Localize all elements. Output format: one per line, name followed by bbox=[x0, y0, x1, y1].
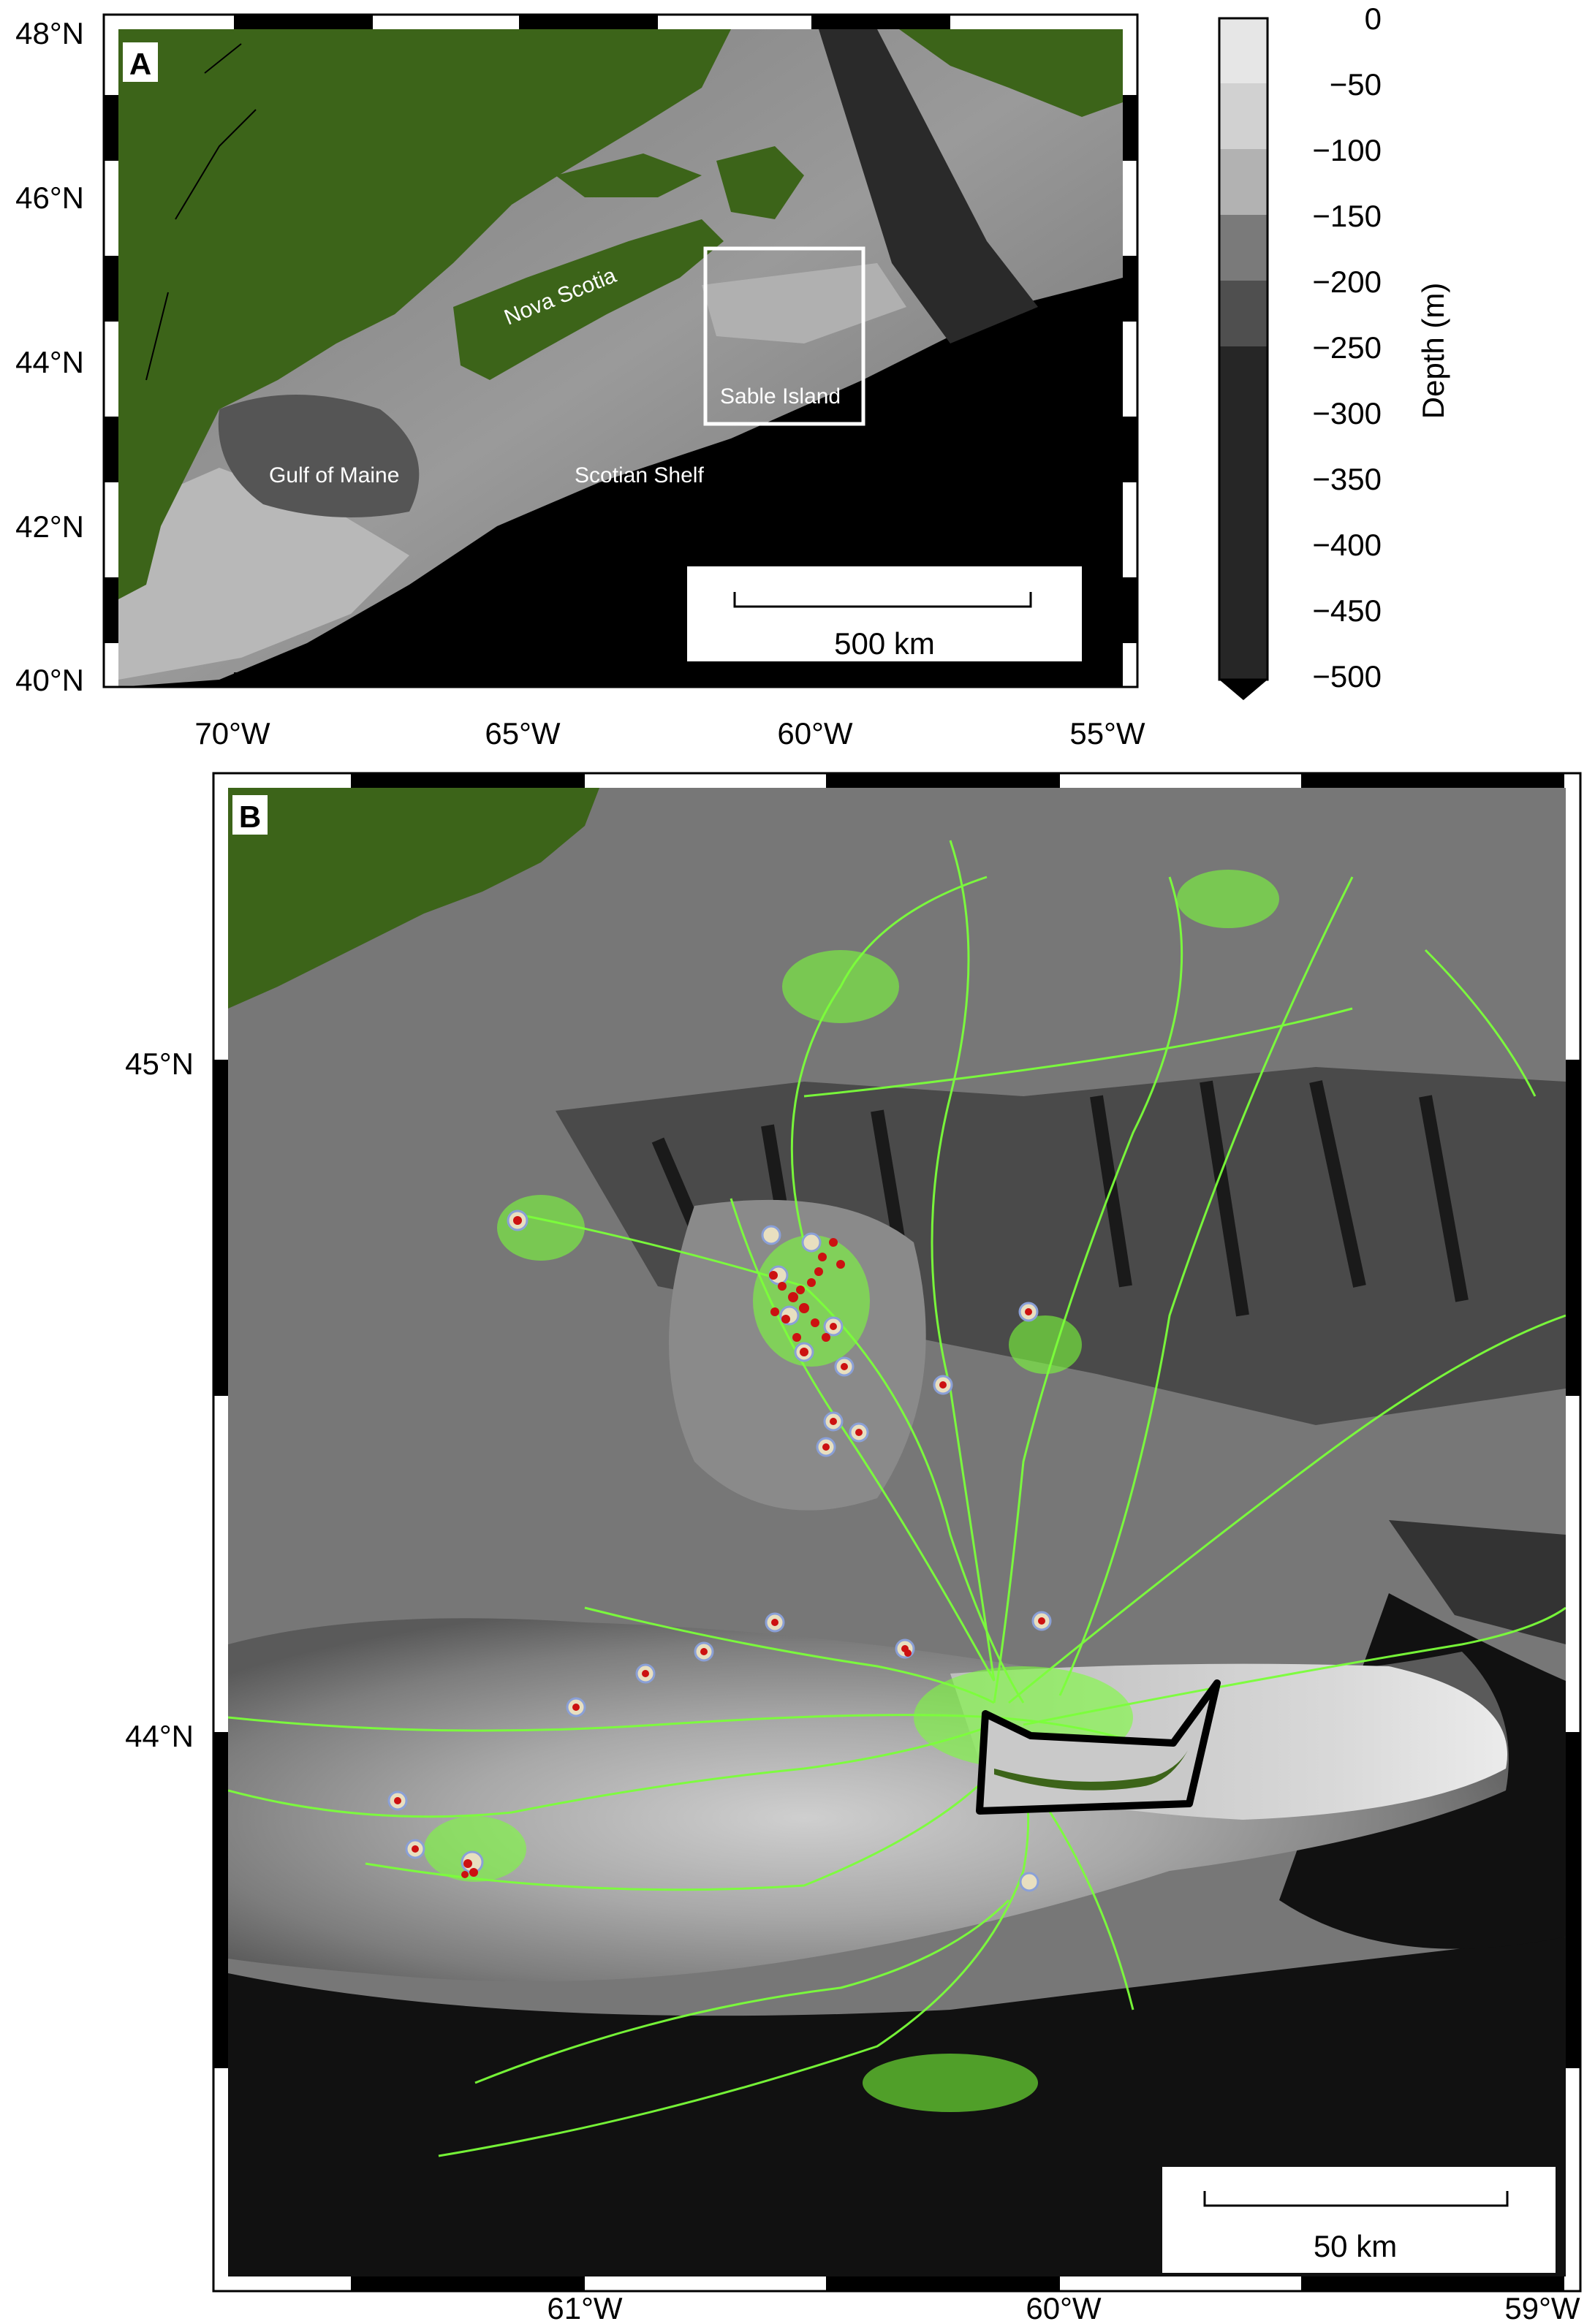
colorbar-tick-0: 0 bbox=[1365, 1, 1382, 36]
colorbar-tick-100: −100 bbox=[1312, 133, 1382, 167]
lon-label-61w: 61°W bbox=[547, 2291, 623, 2324]
lat-label-46n: 46°N bbox=[15, 181, 84, 215]
location-markers bbox=[387, 1210, 1052, 1892]
colorbar-tick-400: −400 bbox=[1312, 528, 1382, 562]
colorbar-title: Depth (m) bbox=[1416, 283, 1450, 419]
lat-label-48n: 48°N bbox=[15, 16, 84, 50]
panel-a-letter: A bbox=[129, 47, 151, 81]
lon-label-70w: 70°W bbox=[194, 716, 270, 751]
scale-bar-a-label: 500 km bbox=[834, 626, 935, 661]
lat-label-44n-b: 44°N bbox=[125, 1719, 194, 1753]
panel-b-letter-box bbox=[232, 795, 268, 835]
lat-label-40n: 40°N bbox=[15, 663, 84, 697]
lon-label-55w: 55°W bbox=[1069, 716, 1145, 751]
scale-bar-b-label: 50 km bbox=[1314, 2229, 1397, 2263]
lon-label-65w: 65°W bbox=[485, 716, 561, 751]
lon-label-60w: 60°W bbox=[777, 716, 853, 751]
lat-label-44n: 44°N bbox=[15, 345, 84, 379]
panel-a-map bbox=[102, 13, 1139, 688]
colorbar-tick-350: −350 bbox=[1312, 462, 1382, 496]
lat-label-42n: 42°N bbox=[15, 509, 84, 544]
colorbar-tick-50: −50 bbox=[1330, 67, 1382, 102]
colorbar-tick-500: −500 bbox=[1312, 659, 1382, 694]
panel-b-map bbox=[212, 772, 1582, 2293]
depth-colorbar bbox=[1218, 17, 1269, 700]
colorbar-tick-300: −300 bbox=[1312, 396, 1382, 430]
label-sable-island: Sable Island bbox=[720, 384, 841, 409]
colorbar-tick-200: −200 bbox=[1312, 265, 1382, 299]
lat-label-45n: 45°N bbox=[125, 1047, 194, 1081]
colorbar-ticks: 0 −50 −100 −150 −200 −250 −300 −350 −400… bbox=[1312, 1, 1382, 694]
panel-a-letter-box bbox=[123, 42, 158, 82]
colorbar-tick-150: −150 bbox=[1312, 199, 1382, 233]
lon-label-59w: 59°W bbox=[1504, 2291, 1580, 2324]
lon-label-60w-b: 60°W bbox=[1026, 2291, 1102, 2324]
label-gulf-of-maine: Gulf of Maine bbox=[269, 463, 399, 487]
panel-b-letter: B bbox=[239, 800, 261, 834]
sable-island bbox=[994, 1750, 1188, 1791]
colorbar-tick-450: −450 bbox=[1312, 593, 1382, 628]
label-scotian-shelf: Scotian Shelf bbox=[575, 463, 704, 487]
colorbar-tick-250: −250 bbox=[1312, 330, 1382, 365]
